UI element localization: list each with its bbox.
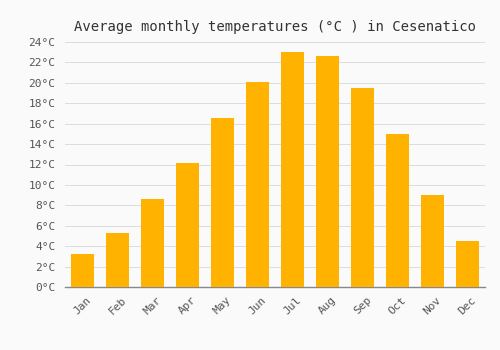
Bar bbox=[421, 195, 444, 287]
Bar bbox=[71, 254, 94, 287]
Bar bbox=[316, 56, 339, 287]
Bar bbox=[351, 88, 374, 287]
Bar bbox=[281, 52, 304, 287]
Title: Average monthly temperatures (°C ) in Cesenatico: Average monthly temperatures (°C ) in Ce… bbox=[74, 20, 476, 34]
Bar bbox=[246, 82, 269, 287]
Bar bbox=[386, 134, 409, 287]
Bar bbox=[176, 163, 199, 287]
Bar bbox=[211, 118, 234, 287]
Bar bbox=[106, 233, 129, 287]
Bar bbox=[141, 199, 164, 287]
Bar bbox=[456, 241, 479, 287]
